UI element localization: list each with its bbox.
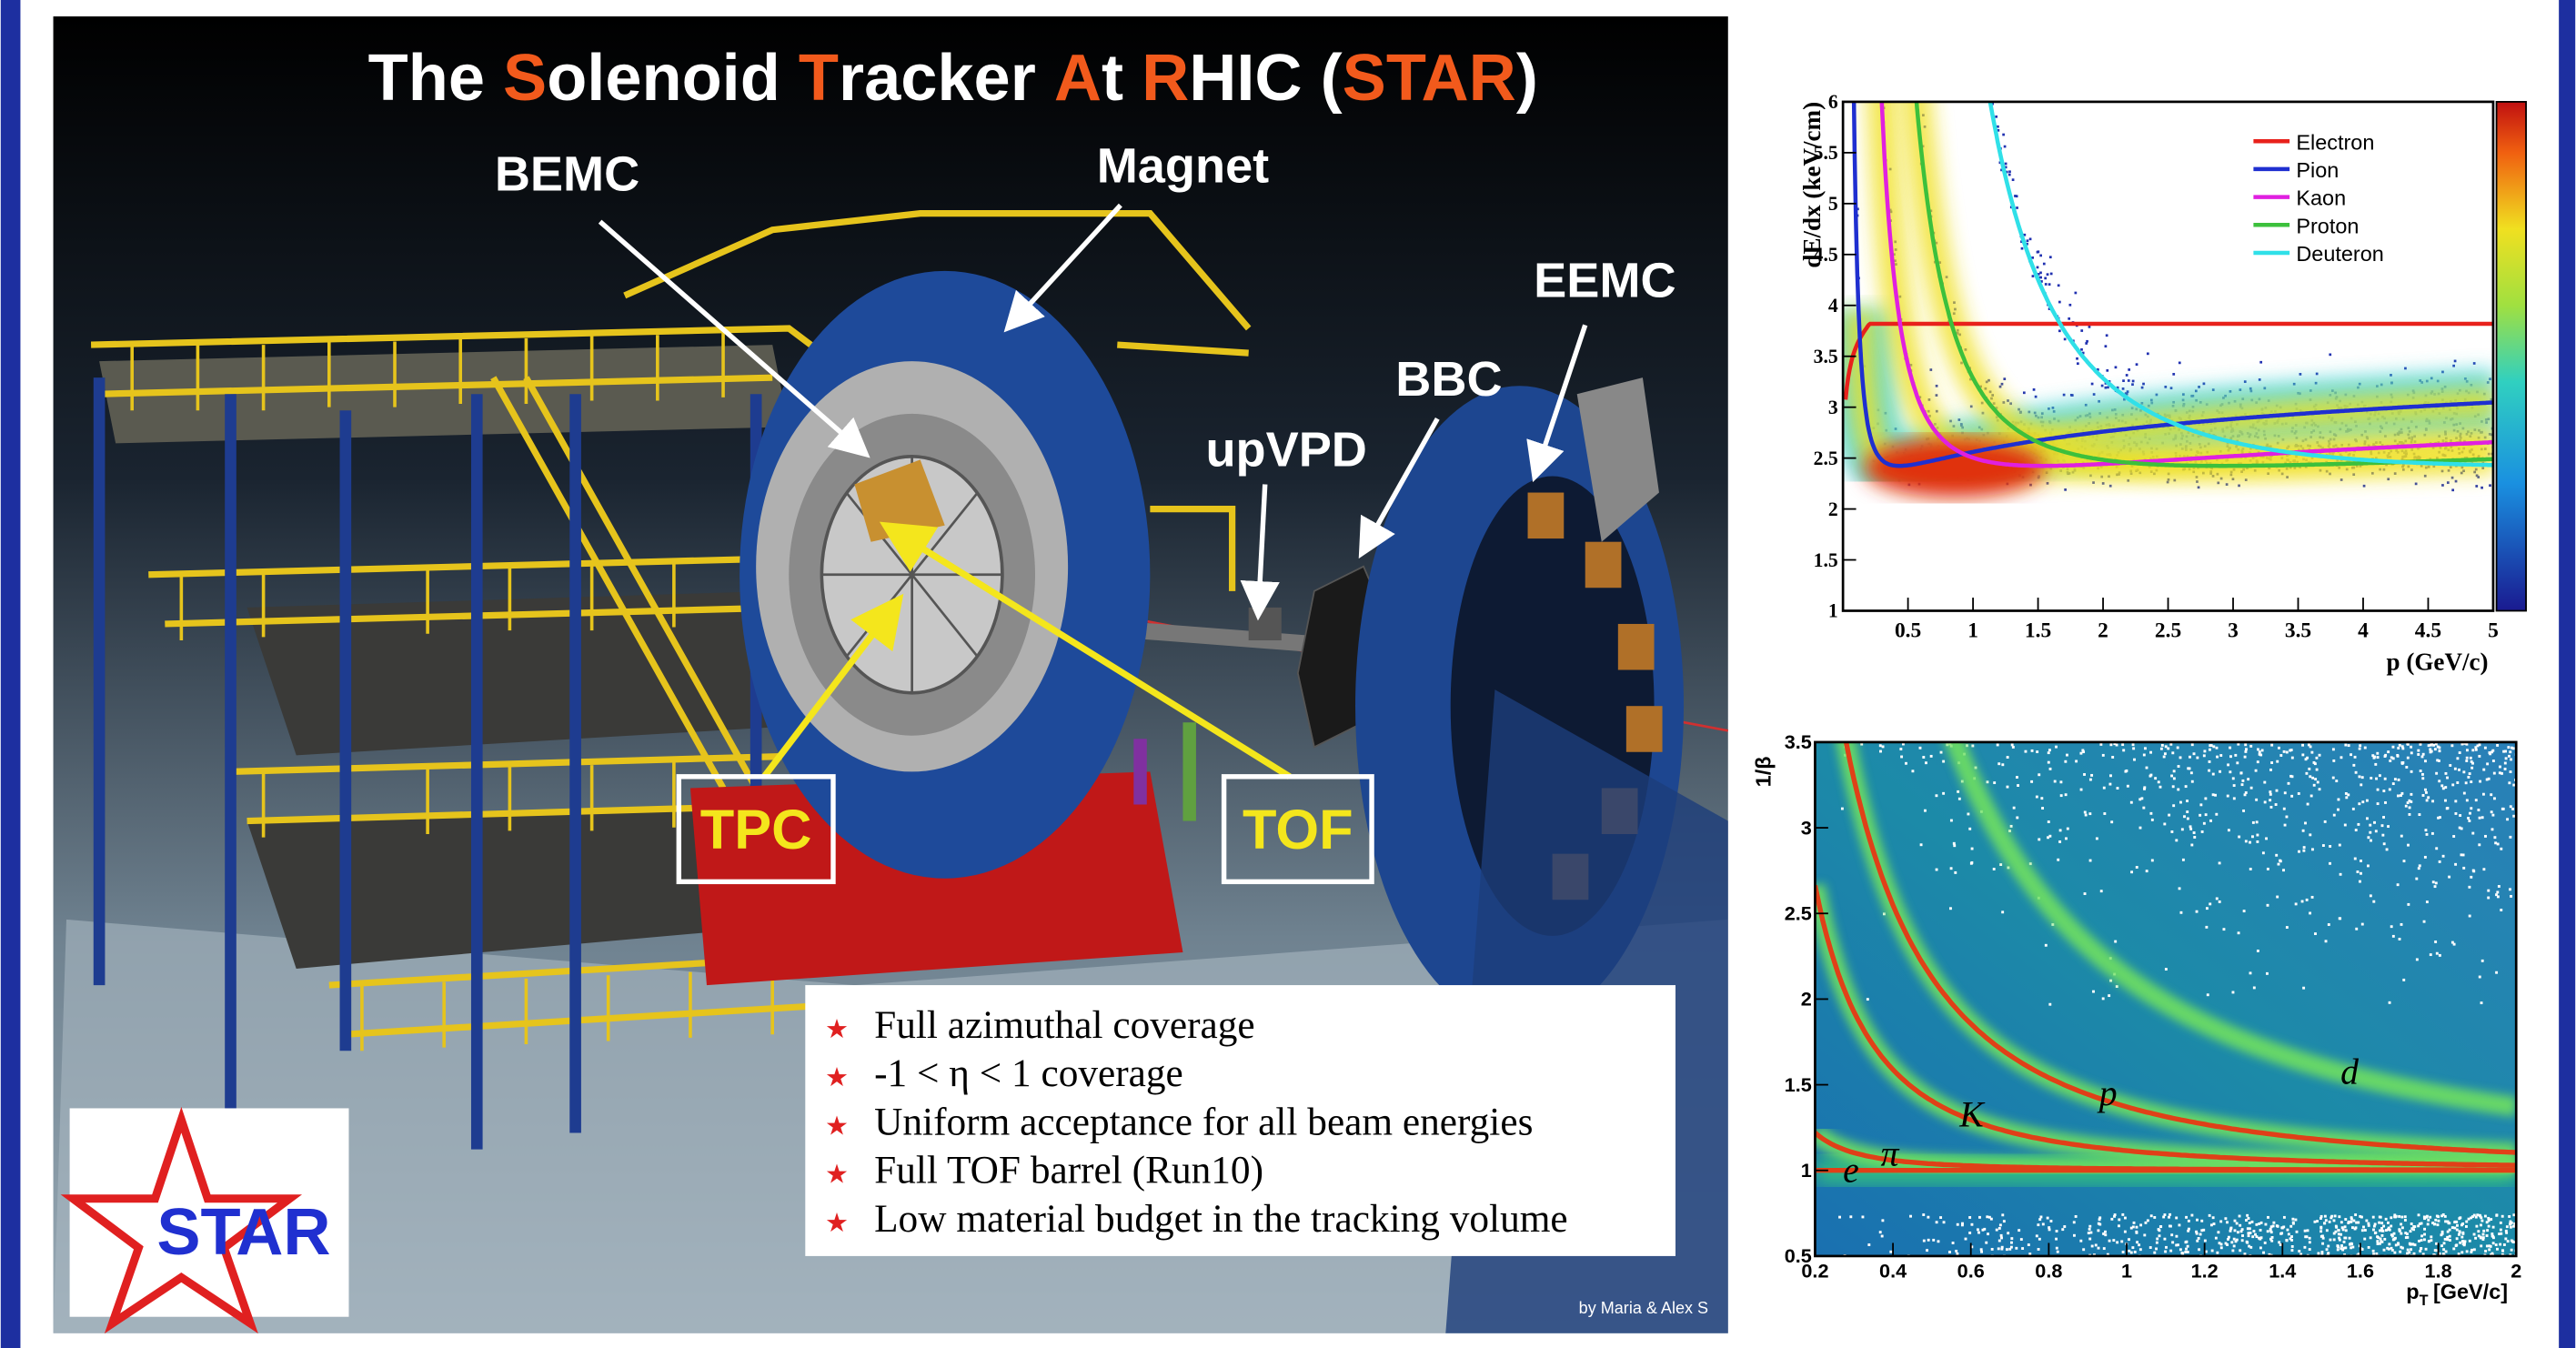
- y-tick-label: 3: [1828, 397, 1838, 418]
- bullet-text: Full azimuthal coverage: [874, 1003, 1255, 1047]
- label: TPC: [700, 799, 812, 861]
- title-part: STAR: [1343, 42, 1516, 115]
- x-tick-label: 1.8: [2425, 1259, 2452, 1282]
- legend-label: Pion: [2296, 158, 2339, 182]
- particle-label: d: [2340, 1051, 2359, 1091]
- bullet-marker: ★: [825, 1209, 849, 1238]
- x-tick-label: 0.6: [1957, 1259, 1985, 1282]
- y-tick-label: 2: [1828, 498, 1838, 520]
- x-axis-label-sub: T: [2420, 1293, 2429, 1309]
- y-tick-label: 1.5: [1814, 549, 1838, 571]
- y-tick-label: 5: [1828, 193, 1838, 215]
- legend-label: Electron: [2296, 130, 2374, 154]
- x-tick-label: 1.2: [2191, 1259, 2219, 1282]
- particle-label: p: [2097, 1073, 2118, 1113]
- y-tick-label: 4.5: [1814, 244, 1838, 266]
- credit: by Maria & Alex S: [1579, 1299, 1708, 1317]
- label: upVPD: [1205, 423, 1366, 478]
- x-axis-label: p (GeV/c): [2387, 648, 2489, 675]
- particle-label: e: [1843, 1151, 1859, 1191]
- title-part: racker: [839, 42, 1054, 115]
- y-tick-label: 2: [1801, 988, 1812, 1011]
- x-tick-label: 5: [2488, 619, 2499, 642]
- title-part: The: [368, 42, 503, 115]
- x-tick-label: 1.4: [2269, 1259, 2296, 1282]
- logo-text: STAR: [156, 1196, 330, 1269]
- x-tick-label: 2: [2098, 619, 2108, 642]
- legend-label: Kaon: [2296, 186, 2346, 210]
- y-tick-label: 6: [1828, 91, 1838, 113]
- bullet-marker: ★: [825, 1015, 849, 1044]
- bullet-marker: ★: [825, 1161, 849, 1190]
- title-part: R: [1142, 42, 1189, 115]
- title-part: t: [1102, 42, 1142, 115]
- label: EEMC: [1534, 254, 1675, 308]
- x-tick-label: 1.6: [2347, 1259, 2374, 1282]
- x-tick-label: 2: [2511, 1259, 2521, 1282]
- bullet-text: Low material budget in the tracking volu…: [874, 1197, 1568, 1241]
- particle-label: π: [1881, 1134, 1900, 1174]
- title-part: A: [1054, 42, 1102, 115]
- y-tick-label: 3.5: [1785, 730, 1812, 753]
- title-part: S: [503, 42, 547, 115]
- title-part: olenoid: [547, 42, 799, 115]
- title-part: T: [799, 42, 839, 115]
- y-tick-label: 1: [1828, 600, 1838, 622]
- y-tick-label: 0.5: [1785, 1244, 1812, 1267]
- slide: The Solenoid Tracker At RHIC (STAR) BEMC…: [0, 0, 2576, 1348]
- y-tick-label: 3: [1801, 816, 1812, 839]
- x-tick-label: 2.5: [2155, 619, 2181, 642]
- x-tick-label: 0.4: [1879, 1259, 1907, 1282]
- bullet-text: Uniform acceptance for all beam energies: [874, 1100, 1533, 1143]
- x-tick-label: 0.5: [1895, 619, 1921, 642]
- x-tick-label: 1.5: [2025, 619, 2051, 642]
- x-tick-label: 3.5: [2285, 619, 2311, 642]
- x-tick-label: 4: [2358, 619, 2369, 642]
- label: Magnet: [1097, 138, 1270, 193]
- bullet-text: Full TOF barrel (Run10): [874, 1149, 1263, 1192]
- y-tick-label: 3.5: [1814, 346, 1838, 367]
- slide-title: The Solenoid Tracker At RHIC (STAR): [368, 42, 1538, 115]
- x-axis-label-rest: [GeV/c]: [2433, 1280, 2508, 1303]
- y-tick-label: 4: [1828, 295, 1838, 317]
- bullet-marker: ★: [825, 1063, 849, 1092]
- tof-plot: [1815, 657, 2518, 1259]
- label: BBC: [1395, 352, 1502, 407]
- x-tick-label: 1: [2121, 1259, 2132, 1282]
- y-tick-label: 1.5: [1785, 1073, 1812, 1096]
- title-part: ): [1516, 42, 1538, 115]
- x-tick-label: 1: [1967, 619, 1978, 642]
- y-tick-label: 2.5: [1785, 901, 1812, 924]
- legend-label: Deuteron: [2296, 242, 2383, 266]
- y-tick-label: 1: [1801, 1159, 1812, 1182]
- particle-label: K: [1958, 1094, 1986, 1134]
- y-tick-label: 5.5: [1814, 142, 1838, 164]
- bullet-marker: ★: [825, 1112, 849, 1141]
- y-axis-label: 1/β: [1752, 756, 1776, 787]
- x-tick-label: 4.5: [2415, 619, 2441, 642]
- bullet-text: -1 < η < 1 coverage: [874, 1051, 1183, 1095]
- x-axis-label-base: p: [2406, 1280, 2419, 1303]
- label: BEMC: [495, 146, 639, 201]
- label: TOF: [1243, 799, 1353, 861]
- legend-label: Proton: [2296, 214, 2359, 237]
- y-tick-label: 2.5: [1814, 448, 1838, 469]
- title-part: HIC (: [1189, 42, 1342, 115]
- x-tick-label: 3: [2228, 619, 2239, 642]
- x-tick-label: 0.8: [2035, 1259, 2062, 1282]
